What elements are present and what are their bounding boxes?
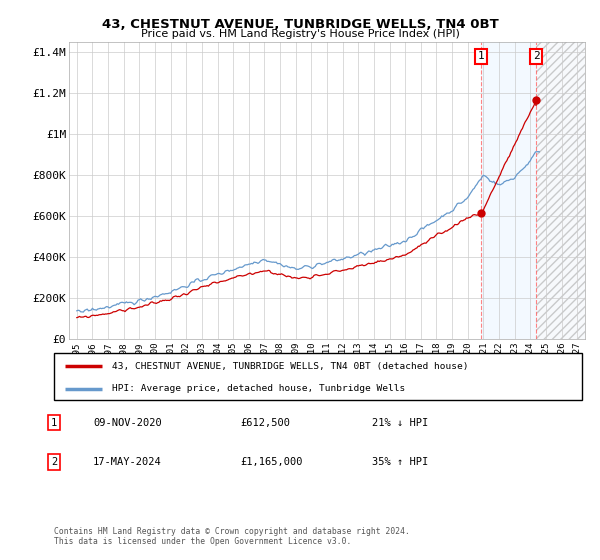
- Text: 17-MAY-2024: 17-MAY-2024: [93, 457, 162, 467]
- Text: 43, CHESTNUT AVENUE, TUNBRIDGE WELLS, TN4 0BT: 43, CHESTNUT AVENUE, TUNBRIDGE WELLS, TN…: [101, 18, 499, 31]
- Text: £1,165,000: £1,165,000: [240, 457, 302, 467]
- FancyBboxPatch shape: [54, 353, 582, 400]
- Text: 09-NOV-2020: 09-NOV-2020: [93, 418, 162, 428]
- Bar: [536, 42, 585, 339]
- Bar: [481, 42, 536, 339]
- Text: 43, CHESTNUT AVENUE, TUNBRIDGE WELLS, TN4 0BT (detached house): 43, CHESTNUT AVENUE, TUNBRIDGE WELLS, TN…: [112, 362, 469, 371]
- Text: £612,500: £612,500: [240, 418, 290, 428]
- Text: 35% ↑ HPI: 35% ↑ HPI: [372, 457, 428, 467]
- Text: 21% ↓ HPI: 21% ↓ HPI: [372, 418, 428, 428]
- Text: HPI: Average price, detached house, Tunbridge Wells: HPI: Average price, detached house, Tunb…: [112, 384, 406, 393]
- Text: 2: 2: [51, 457, 57, 467]
- Bar: [536, 42, 585, 339]
- Text: Contains HM Land Registry data © Crown copyright and database right 2024.
This d: Contains HM Land Registry data © Crown c…: [54, 526, 410, 546]
- Text: 2: 2: [533, 52, 539, 62]
- Text: Price paid vs. HM Land Registry's House Price Index (HPI): Price paid vs. HM Land Registry's House …: [140, 29, 460, 39]
- Text: 1: 1: [51, 418, 57, 428]
- Text: 1: 1: [478, 52, 485, 62]
